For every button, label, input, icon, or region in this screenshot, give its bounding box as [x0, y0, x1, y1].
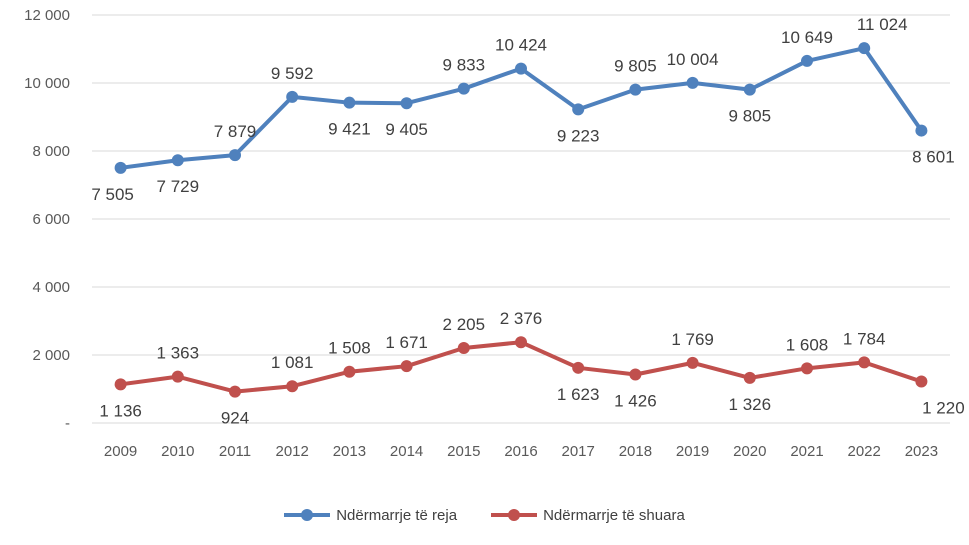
data-label: 1 608 — [786, 335, 829, 354]
x-tick-label: 2010 — [161, 443, 194, 460]
data-label: 9 405 — [385, 120, 428, 139]
data-label: 1 326 — [729, 395, 772, 414]
data-label: 1 363 — [157, 344, 200, 363]
x-tick-label: 2021 — [790, 443, 823, 460]
y-tick-label: - — [65, 415, 70, 432]
data-point — [457, 342, 470, 355]
data-label: 7 505 — [91, 185, 134, 204]
data-label: 7 729 — [157, 177, 200, 196]
data-point — [229, 385, 241, 398]
data-point — [915, 124, 928, 137]
x-tick-label: 2022 — [848, 443, 881, 460]
data-label: 1 508 — [328, 339, 371, 358]
data-label: 1 426 — [614, 392, 657, 411]
data-point — [515, 62, 527, 75]
legend-marker-series-1 — [284, 508, 331, 522]
data-label: 10 649 — [781, 28, 833, 47]
data-point — [457, 82, 470, 95]
data-point — [629, 83, 642, 96]
data-point — [114, 161, 127, 174]
data-label: 9 223 — [557, 126, 600, 145]
data-point — [171, 154, 184, 167]
data-point — [801, 362, 813, 375]
data-label: 9 592 — [271, 64, 314, 83]
y-tick-label: 4 000 — [32, 279, 70, 296]
data-point — [629, 368, 642, 381]
x-axis-ticks: 2009 2010 2011 2012 2013 2014 2015 2016 2017 2018… — [104, 443, 938, 460]
data-point — [229, 149, 241, 162]
data-point — [400, 97, 413, 110]
x-tick-label: 2015 — [447, 443, 480, 460]
data-point — [343, 96, 356, 109]
data-label: 10 004 — [667, 50, 719, 69]
data-label: 924 — [221, 409, 249, 428]
data-label: 1 081 — [271, 353, 314, 372]
x-tick-label: 2020 — [733, 443, 766, 460]
data-label: 2 376 — [500, 309, 543, 328]
data-point — [171, 370, 184, 383]
legend: Ndërmarrje të reja Ndërmarrje të shuara — [0, 500, 969, 530]
legend-label-series-1: Ndërmarrje të reja — [336, 506, 458, 524]
data-point — [915, 375, 928, 388]
legend-item-series-1: Ndërmarrje të reja — [284, 507, 457, 524]
data-label: 1 220 — [922, 399, 965, 418]
data-label: 9 421 — [328, 120, 371, 139]
data-label: 1 784 — [843, 329, 886, 348]
x-tick-label: 2017 — [562, 443, 595, 460]
data-point — [801, 54, 813, 67]
data-point — [743, 83, 756, 96]
x-tick-label: 2012 — [276, 443, 309, 460]
data-point — [572, 361, 585, 374]
x-tick-label: 2019 — [676, 443, 709, 460]
data-label: 1 136 — [99, 401, 142, 420]
series-group — [114, 42, 928, 398]
data-point — [686, 76, 699, 89]
data-point — [686, 356, 699, 369]
data-point — [572, 103, 585, 116]
data-label: 7 879 — [214, 122, 257, 141]
legend-label-series-2: Ndërmarrje të shuara — [543, 506, 685, 524]
data-label: 9 833 — [443, 56, 486, 75]
y-tick-label: 12 000 — [24, 7, 70, 24]
x-tick-label: 2014 — [390, 443, 423, 460]
legend-item-series-2: Ndërmarrje të shuara — [491, 507, 685, 524]
data-labels-group: 7 505 7 729 7 879 9 592 9 421 9 405 9 833 10 42… — [91, 15, 964, 427]
data-point — [515, 336, 527, 349]
y-tick-label: 8 000 — [32, 143, 70, 160]
data-label: 11 024 — [857, 15, 908, 34]
y-axis-ticks: - 2 000 4 000 6 000 8 000 10 000 12 000 — [24, 7, 70, 432]
data-label: 9 805 — [614, 57, 657, 76]
data-point — [858, 356, 871, 369]
data-label: 2 205 — [443, 315, 486, 334]
x-tick-label: 2018 — [619, 443, 652, 460]
data-label: 8 601 — [912, 148, 955, 167]
x-tick-label: 2023 — [905, 443, 938, 460]
data-label: 1 671 — [385, 333, 428, 352]
data-point — [286, 380, 299, 393]
data-point — [858, 42, 871, 55]
data-point — [286, 90, 299, 103]
x-tick-label: 2013 — [333, 443, 366, 460]
y-tick-label: 10 000 — [24, 75, 70, 92]
x-tick-label: 2016 — [504, 443, 537, 460]
data-label: 9 805 — [729, 107, 772, 126]
x-tick-label: 2011 — [219, 443, 251, 460]
y-tick-label: 2 000 — [32, 347, 70, 364]
x-tick-label: 2009 — [104, 443, 137, 460]
data-label: 1 769 — [671, 330, 714, 349]
legend-marker-series-2 — [491, 508, 538, 522]
data-label: 1 623 — [557, 385, 600, 404]
y-tick-label: 6 000 — [32, 211, 70, 228]
gridlines — [92, 14, 950, 424]
data-point — [343, 365, 356, 378]
data-point — [400, 360, 413, 373]
data-label: 10 424 — [495, 36, 547, 55]
data-point — [114, 378, 127, 391]
data-point — [743, 371, 756, 384]
